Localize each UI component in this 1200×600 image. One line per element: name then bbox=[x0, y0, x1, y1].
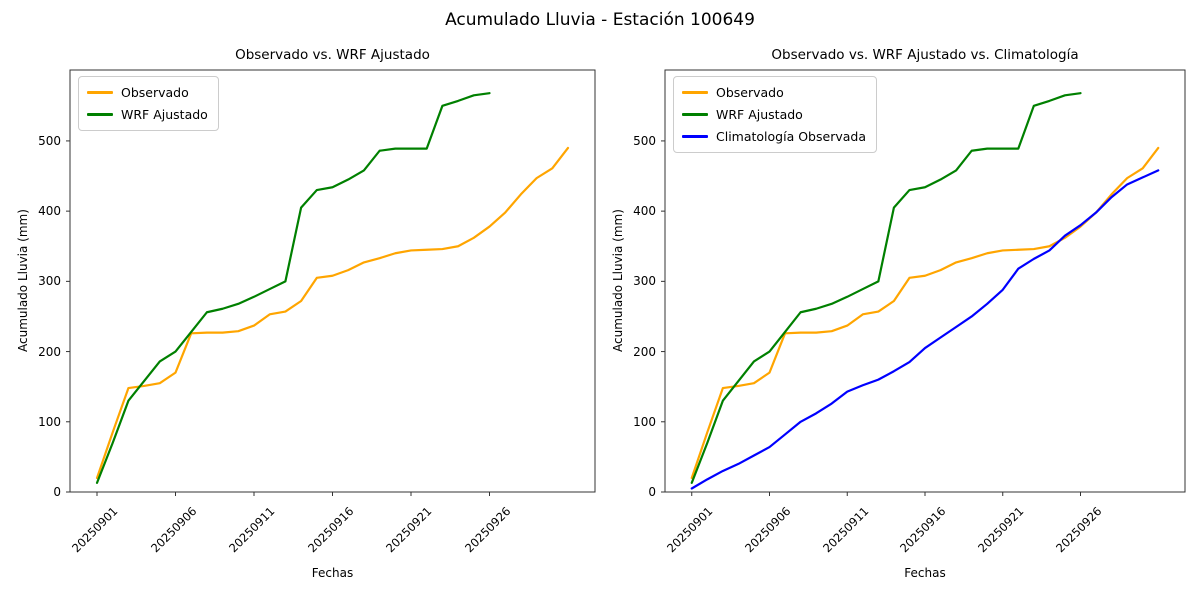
x-tick-label: 20250921 bbox=[383, 504, 435, 556]
legend-label: Observado bbox=[716, 85, 784, 100]
y-tick-label: 300 bbox=[633, 274, 656, 289]
x-tick-label: 20250926 bbox=[1053, 504, 1105, 556]
subplot-right-title: Observado vs. WRF Ajustado vs. Climatolo… bbox=[771, 47, 1079, 63]
legend-item: Observado bbox=[87, 83, 208, 102]
x-tick-label: 20250921 bbox=[975, 504, 1027, 556]
x-tick-label: 20250906 bbox=[148, 504, 200, 556]
x-tick-label: 20250911 bbox=[226, 504, 278, 556]
legend-swatch-climatologia-observada bbox=[682, 135, 708, 138]
subplot-left-plot-area bbox=[66, 69, 596, 496]
y-tick-label: 0 bbox=[648, 485, 656, 499]
y-tick-label: 300 bbox=[38, 274, 61, 289]
y-tick-label: 500 bbox=[633, 133, 656, 148]
y-tick-label: 100 bbox=[633, 414, 656, 429]
subplot-right-legend: Observado WRF Ajustado Climatología Observ… bbox=[673, 76, 877, 153]
y-tick-label: 400 bbox=[633, 204, 656, 219]
x-tick-label: 20250901 bbox=[69, 504, 121, 556]
legend-item: WRF Ajustado bbox=[682, 105, 866, 124]
legend-swatch-observado bbox=[87, 91, 113, 94]
figure-title: Acumulado Lluvia - Estación 100649 bbox=[445, 10, 755, 30]
y-tick-label: 200 bbox=[38, 344, 61, 359]
series-wrf-ajustado-line bbox=[690, 92, 1082, 484]
x-tick-label: 20250911 bbox=[819, 504, 872, 556]
y-tick-label: 400 bbox=[38, 204, 61, 219]
legend-label: WRF Ajustado bbox=[716, 107, 803, 122]
y-tick-label: 100 bbox=[38, 414, 61, 429]
legend-label: Observado bbox=[121, 85, 189, 100]
subplot-right-plot-area bbox=[661, 69, 1186, 496]
axes-frame bbox=[69, 69, 596, 493]
legend-item: WRF Ajustado bbox=[87, 105, 208, 124]
y-tick-label: 500 bbox=[38, 133, 61, 148]
y-tick-label: 200 bbox=[633, 344, 656, 359]
subplot-left-legend: Observado WRF Ajustado bbox=[78, 76, 219, 131]
x-tick-label: 20250926 bbox=[462, 504, 514, 556]
subplot-left-title: Observado vs. WRF Ajustado bbox=[235, 47, 430, 63]
x-tick-label: 20250906 bbox=[742, 504, 794, 556]
legend-swatch-wrf-ajustado bbox=[87, 113, 113, 116]
subplot-left-x-axis-label: Fechas bbox=[311, 566, 354, 580]
series-climatologia-observada-line bbox=[690, 169, 1160, 490]
series-observado-line bbox=[690, 146, 1160, 480]
x-tick-label: 20250916 bbox=[305, 504, 357, 556]
y-tick-label: 0 bbox=[53, 485, 61, 499]
legend-item: Observado bbox=[682, 83, 866, 102]
legend-swatch-observado bbox=[682, 91, 708, 94]
legend-item: Climatología Observada bbox=[682, 127, 866, 146]
x-tick-label: 20250901 bbox=[664, 504, 716, 556]
legend-label: Climatología Observada bbox=[716, 129, 866, 144]
legend-label: WRF Ajustado bbox=[121, 107, 208, 122]
series-observado-line bbox=[95, 146, 570, 480]
subplot-right-x-axis-label: Fechas bbox=[904, 566, 946, 580]
series-wrf-ajustado-line bbox=[95, 92, 491, 484]
x-tick-label: 20250916 bbox=[897, 504, 949, 556]
legend-swatch-wrf-ajustado bbox=[682, 113, 708, 116]
